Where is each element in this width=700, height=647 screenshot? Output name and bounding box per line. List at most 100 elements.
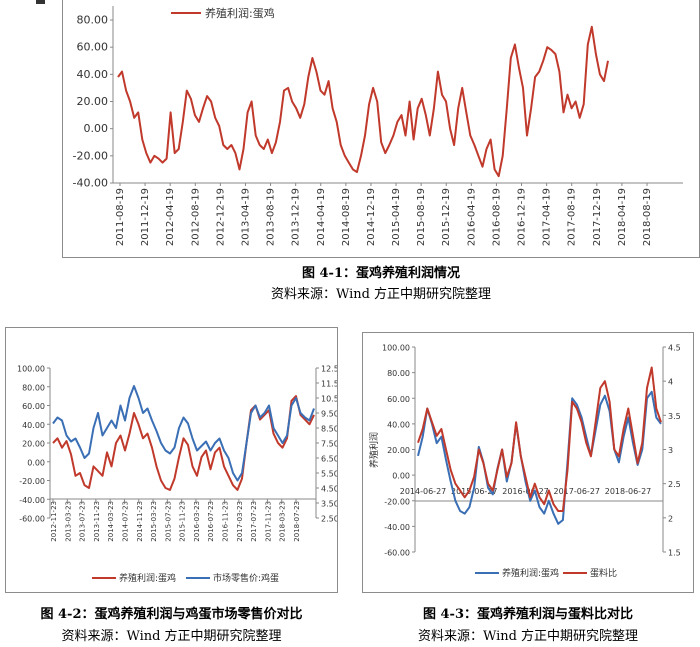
x-tick-label: 2013-03-23 <box>64 501 72 542</box>
y2-tick-label: 1.5 <box>668 549 681 558</box>
y-tick-label: 0.00 <box>84 122 109 135</box>
x-tick-label: 2018-07-23 <box>293 501 301 542</box>
x-tick-label: 2017-06-27 <box>554 487 601 496</box>
y-tick-label: 0.00 <box>392 472 410 481</box>
x-tick-label: 2014-04-19 <box>316 188 327 246</box>
x-tick-label: 2014-12-19 <box>366 188 377 246</box>
y-tick-label: 100.00 <box>382 344 410 353</box>
y2-tick-label: 4.5 <box>668 344 681 353</box>
y-tick-label: -20.00 <box>384 497 410 506</box>
chart-4-2-panel: 100.00 80.00 60.00 40.00 20.00 0.00 -20.00 -40.… <box>5 327 344 593</box>
y-axis-label: 养殖利润 <box>368 432 380 468</box>
legend-label-profit: 养殖利润:蛋鸡 <box>502 567 559 579</box>
x-tick-label: 2015-12-19 <box>441 188 452 246</box>
chart-4-1-title: 图 4-1：蛋鸡养殖利润情况 <box>301 266 460 281</box>
x-tick-label: 2017-12-19 <box>592 188 603 246</box>
y2-tick-label: 3.50 <box>321 500 337 509</box>
y-tick-label: -60.00 <box>19 515 45 524</box>
x-tick-label: 2018-04-19 <box>617 188 628 246</box>
x-tick-label: 2018-03-23 <box>279 501 287 542</box>
x-tick-label: 2014-08-19 <box>341 188 352 246</box>
x-tick-label: 2012-12-19 <box>215 188 226 246</box>
y-tick-label: -20.00 <box>73 149 108 162</box>
x-tick-label: 2011-12-19 <box>140 188 151 246</box>
x-tick-label: 2014-11-23 <box>136 501 144 542</box>
y-tick-label: 40.00 <box>77 68 109 81</box>
x-tick-label: 2018-06-27 <box>605 487 652 496</box>
series-line-0 <box>417 390 662 525</box>
x-tick-label: 2014-07-23 <box>121 501 129 542</box>
x-tick-label: 2013-07-23 <box>79 501 87 542</box>
x-tick-label: 2017-03-23 <box>236 501 244 542</box>
y2-tick-label: 2.50 <box>321 515 337 524</box>
y-tick-label: 80.00 <box>22 383 45 392</box>
y-tick-label: 40.00 <box>22 421 45 430</box>
y-tick-label: 40.00 <box>387 420 410 429</box>
y2-tick-label: 8.50 <box>321 425 337 434</box>
y-tick-label: 20.00 <box>387 446 410 455</box>
x-tick-label: 2012-08-19 <box>190 188 201 246</box>
y-tick-label: 20.00 <box>22 440 45 449</box>
chart-4-1-source: 资料来源：Wind 方正中期研究院整理 <box>270 287 492 302</box>
legend-label-profit: 养殖利润:蛋鸡 <box>205 6 275 20</box>
x-tick-label: 2016-11-23 <box>222 501 230 542</box>
y-tick-label: -40.00 <box>19 496 45 505</box>
x-tick-label: 2014-06-27 <box>400 487 447 496</box>
y-tick-label: -60.00 <box>384 549 410 558</box>
x-tick-label: 2014-03-23 <box>107 501 115 542</box>
legend-label-profit: 养殖利润:蛋鸡 <box>119 572 176 584</box>
y-tick-label: 60.00 <box>77 41 109 54</box>
chart-4-3-panel: 100.00 80.00 60.00 40.00 20.00 0.00 -20.00 -40.… <box>362 332 694 593</box>
x-tick-label: 2017-11-23 <box>264 501 272 542</box>
x-tick-label: 2016-08-19 <box>491 188 502 246</box>
y2-tick-label: 11.50 <box>321 380 337 389</box>
x-tick-label: 2016-06-27 <box>502 487 549 496</box>
x-tick-label: 2015-11-23 <box>179 501 187 542</box>
chart-4-2-title: 图 4-2：蛋鸡养殖利润与鸡蛋市场零售价对比 <box>40 607 303 622</box>
y-tick-label: -20.00 <box>19 477 45 486</box>
x-tick-label: 2016-12-19 <box>517 188 528 246</box>
y2-tick-label: 6.50 <box>321 455 337 464</box>
x-tick-label: 2011-08-19 <box>115 188 126 246</box>
x-tick-label: 2016-07-23 <box>207 501 215 542</box>
series-line-1 <box>417 366 662 512</box>
y-tick-label: 80.00 <box>77 14 109 27</box>
legend-label-ratio: 蛋料比 <box>590 567 617 579</box>
y-tick-label: -40.00 <box>384 523 410 532</box>
chart-4-2-source: 资料来源：Wind 方正中期研究院整理 <box>61 629 282 644</box>
x-tick-label: 2013-08-19 <box>266 188 277 246</box>
x-tick-label: 2015-07-23 <box>164 501 172 542</box>
series-line-0 <box>117 25 609 178</box>
x-tick-label: 2017-04-19 <box>542 188 553 246</box>
series-line-0 <box>52 395 315 491</box>
corner-mark <box>36 0 45 4</box>
x-tick-label: 2013-11-23 <box>93 501 101 542</box>
y2-tick-label: 2.5 <box>668 480 681 489</box>
legend-label-retail: 市场零售价:鸡蛋 <box>213 572 279 584</box>
chart-4-3-source: 资料来源：Wind 方正中期研究院整理 <box>417 629 639 644</box>
chart-4-3-svg: 100.00 80.00 60.00 40.00 20.00 0.00 -20.00 -40.… <box>368 344 681 580</box>
y2-tick-label: 5.50 <box>321 470 337 479</box>
x-tick-label: 2015-03-23 <box>150 501 158 542</box>
y2-tick-label: 7.50 <box>321 440 337 449</box>
chart-4-2-svg: 100.00 80.00 60.00 40.00 20.00 0.00 -20.00 -40.… <box>17 365 344 585</box>
chart-4-1-svg: 80.00 60.00 40.00 20.00 0.00 -20.00 -40.00 201… <box>73 6 683 246</box>
chart-4-1-panel: 80.00 60.00 40.00 20.00 0.00 -20.00 -40.00 201… <box>62 0 700 258</box>
x-tick-label: 2016-03-23 <box>193 501 201 542</box>
x-tick-label: 2012-11-23 <box>50 501 58 542</box>
y-tick-label: 80.00 <box>387 369 410 378</box>
y-tick-label: 60.00 <box>387 395 410 404</box>
x-tick-label: 2013-12-19 <box>291 188 302 246</box>
x-tick-label: 2016-04-19 <box>466 188 477 246</box>
chart-4-3-title: 图 4-3：蛋鸡养殖利润与蛋料比对比 <box>422 607 633 622</box>
y-tick-label: 20.00 <box>77 95 109 108</box>
y2-tick-label: 3 <box>668 446 673 455</box>
y2-tick-label: 12.50 <box>321 365 337 374</box>
x-tick-label: 2015-04-19 <box>391 188 402 246</box>
x-tick-label: 2013-04-19 <box>240 188 251 246</box>
y2-tick-label: 3.5 <box>668 412 681 421</box>
y-tick-label: 0.00 <box>27 458 45 467</box>
x-tick-label: 2017-08-19 <box>567 188 578 246</box>
series-line-1 <box>52 385 315 482</box>
y2-tick-label: 4.50 <box>321 485 337 494</box>
